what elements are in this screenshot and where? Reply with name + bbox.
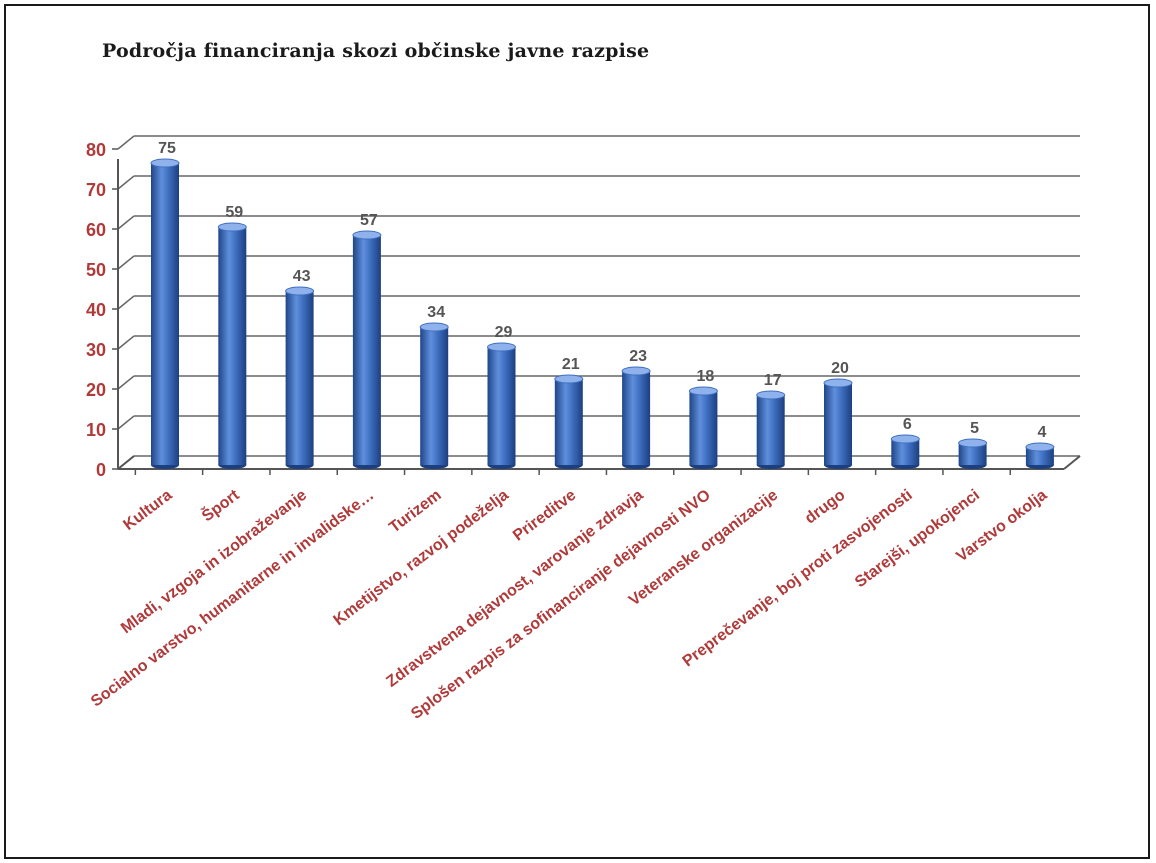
x-tick-label: Zdravstvena dejavnost, varovanje zdravja [383, 487, 646, 691]
data-label: 75 [158, 140, 176, 157]
bar [823, 378, 853, 469]
x-tick-label: Starejši, upokojenci [852, 487, 983, 592]
x-tick-label: Šport [198, 485, 243, 526]
bar [217, 222, 247, 469]
y-tick-label: 80 [86, 140, 106, 160]
data-label: 21 [562, 356, 580, 373]
y-tick-label: 50 [86, 260, 106, 280]
data-label: 20 [831, 360, 849, 377]
gridline-depth [117, 135, 135, 150]
bar [621, 366, 651, 469]
x-tick-label: Preprečevanje, boj proti zasvojenosti [680, 487, 916, 671]
gridline-depth [117, 375, 135, 390]
y-tick-label: 0 [96, 460, 106, 480]
bar [352, 230, 382, 469]
bar [419, 322, 449, 469]
y-axis-depth [117, 455, 135, 470]
data-label: 18 [697, 368, 715, 385]
y-tick-label: 20 [86, 380, 106, 400]
bar [890, 434, 920, 469]
data-label: 5 [970, 420, 979, 437]
gridline-depth [117, 175, 135, 190]
gridline-depth [117, 415, 135, 430]
data-label: 59 [225, 204, 243, 221]
chart-title: Področja financiranja skozi občinske jav… [102, 40, 650, 62]
x-axis-depth [1063, 455, 1081, 470]
gridline-depth [117, 295, 135, 310]
bar [487, 342, 516, 469]
bar [554, 374, 584, 469]
data-label: 4 [1037, 424, 1046, 441]
data-label: 57 [360, 212, 378, 229]
data-label: 34 [427, 304, 445, 321]
data-label: 6 [903, 416, 912, 433]
y-tick-label: 70 [86, 180, 106, 200]
bar [756, 390, 786, 469]
bar [150, 158, 180, 469]
y-tick-label: 60 [86, 220, 106, 240]
x-tick-label: drugo [802, 486, 849, 527]
data-label: 17 [764, 372, 782, 389]
x-tick-label: Kultura [120, 487, 175, 534]
x-tick-label: Turizem [386, 487, 444, 537]
y-tick-label: 10 [86, 420, 106, 440]
data-label: 43 [293, 268, 311, 285]
gridline-depth [117, 335, 135, 350]
x-tick-label: Prireditve [510, 487, 579, 545]
gridline-depth [117, 215, 135, 230]
data-label: 29 [495, 324, 513, 341]
gridline-depth [117, 255, 135, 270]
y-tick-label: 40 [86, 300, 106, 320]
y-tick-label: 30 [86, 340, 106, 360]
bar [1025, 442, 1055, 469]
bar [285, 286, 315, 469]
data-label: 23 [629, 348, 647, 365]
bar [958, 438, 988, 469]
bar [688, 386, 718, 469]
